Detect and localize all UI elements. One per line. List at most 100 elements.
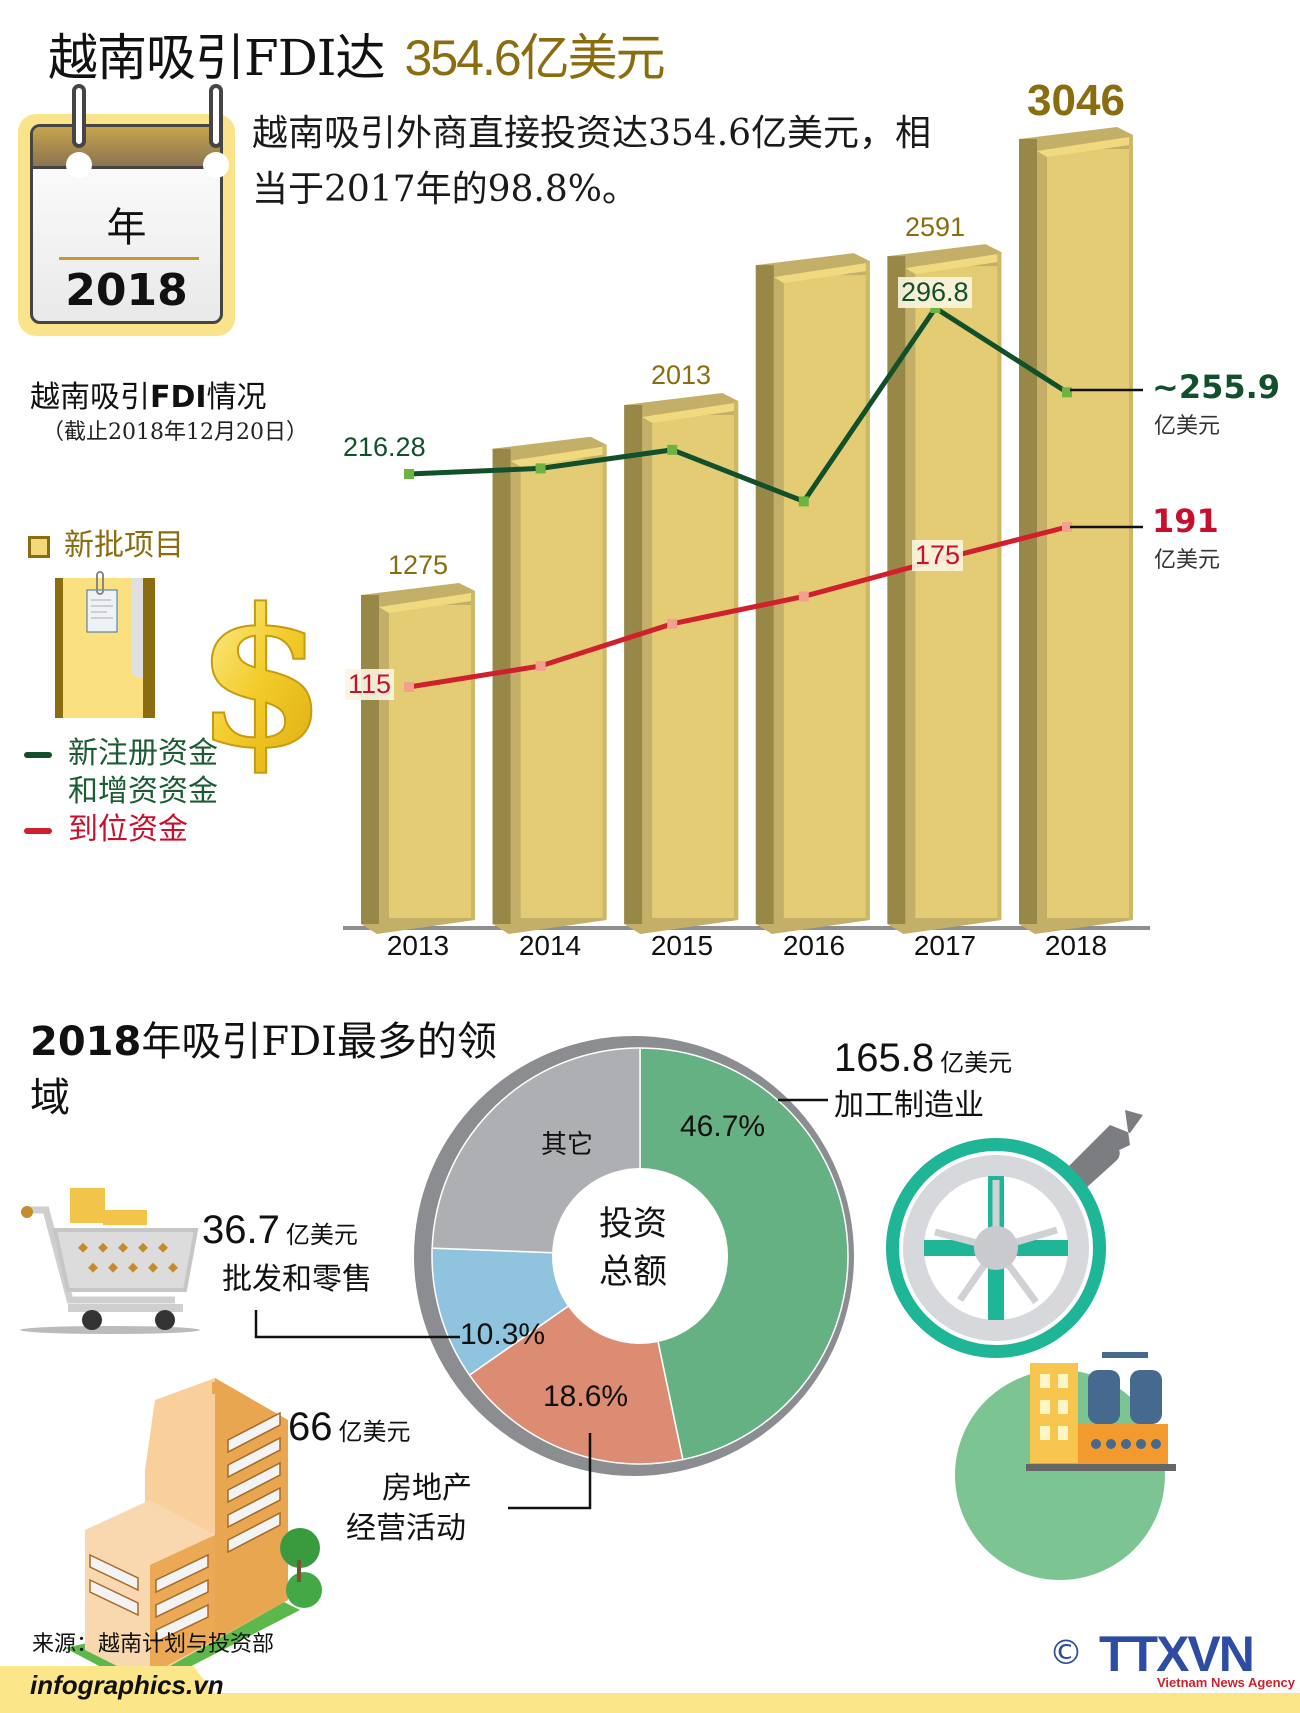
x-tick-2017: 2017 xyxy=(913,930,977,961)
amount-manufacturing: 165.8 亿美元 xyxy=(834,1036,1012,1081)
donut-center-line1: 投资 xyxy=(599,1204,667,1244)
calendar-divider xyxy=(59,257,199,260)
fdi-bar-line-chart xyxy=(343,127,1150,935)
registered-end-unit: 亿美元 xyxy=(1154,414,1221,439)
sectors-title-rest: 年吸引FDI最多的领域 xyxy=(30,1019,497,1121)
bar-2014 xyxy=(492,436,607,934)
bar-2018 xyxy=(1019,127,1133,934)
legend-bar-swatch xyxy=(28,535,50,558)
disbursed-marker-2018 xyxy=(1062,522,1072,532)
site-name: infographics.vn xyxy=(30,1670,224,1700)
x-tick-2014: 2014 xyxy=(518,930,582,961)
pct-real-estate: 18.6% xyxy=(543,1380,629,1413)
disbursed-marker-2015 xyxy=(667,618,678,629)
amount-manufacturing-unit: 亿美元 xyxy=(940,1049,1013,1077)
donut-slices xyxy=(414,1036,854,1476)
bars-group xyxy=(361,127,1133,935)
registered-marker-2018 xyxy=(1062,387,1072,398)
amount-manufacturing-value: 165.8 xyxy=(834,1036,935,1080)
bar-label-2018: 3046 xyxy=(1027,76,1125,125)
pct-manufacturing: 46.7% xyxy=(680,1110,766,1143)
label-other: 其它 xyxy=(541,1130,594,1160)
title-prefix: 越南吸引FDI达 xyxy=(48,29,386,87)
calendar-hole-left xyxy=(66,152,92,178)
amount-retail: 36.7 亿美元 xyxy=(202,1208,358,1253)
amount-retail-value: 36.7 xyxy=(202,1208,280,1252)
label-real-estate-1: 房地产 xyxy=(382,1471,472,1506)
calendar-card: 年 2018 xyxy=(30,124,223,324)
legend-registered-capital: 新注册资金 xyxy=(24,735,218,773)
agency-name: Vietnam News Agency xyxy=(1157,1675,1295,1690)
amount-real-estate-value: 66 xyxy=(288,1405,333,1449)
label-manufacturing: 加工制造业 xyxy=(834,1088,984,1123)
chart-title-prefix: 越南吸引 xyxy=(30,380,150,415)
legend-registered-label-1: 新注册资金 xyxy=(68,736,218,771)
bar-2017 xyxy=(887,244,1002,934)
donut-center-label: 投资 总额 xyxy=(573,1200,693,1296)
registered-marker-2017 xyxy=(930,303,941,313)
amount-real-estate: 66 亿美元 xyxy=(288,1405,411,1450)
disbursed-end-unit: 亿美元 xyxy=(1154,548,1221,573)
legend-new-projects-label: 新批项目 xyxy=(64,528,184,563)
leader-retail xyxy=(254,1310,460,1339)
bar-label-2017: 2591 xyxy=(904,212,966,242)
disbursed-end-value: 191 xyxy=(1152,502,1219,540)
registered-label-2013: 216.28 xyxy=(343,432,426,462)
chart-title-bold: FDI xyxy=(150,380,207,415)
calendar-ring-right xyxy=(209,84,223,148)
label-real-estate-2: 经营活动 xyxy=(346,1511,466,1546)
legend-red-line-icon xyxy=(24,827,52,834)
summary-text: 越南吸引外商直接投资达354.6亿美元，相当于2017年的98.8%。 xyxy=(252,113,932,210)
amount-retail-unit: 亿美元 xyxy=(285,1221,358,1249)
footer-tab xyxy=(0,1666,230,1713)
registered-label-2017: 296.8 xyxy=(898,277,972,308)
bar-2015 xyxy=(624,392,739,935)
svg-text:$: $ xyxy=(196,580,326,780)
footer-band xyxy=(0,1693,1300,1713)
shopping-cart-icon xyxy=(20,1188,200,1334)
donut-slice-manufacturing xyxy=(639,1047,849,1461)
registered-marker-2014 xyxy=(535,463,546,474)
legend-green-line-icon xyxy=(24,751,52,758)
chart-title-suffix: 情况 xyxy=(206,380,267,415)
sectors-title: 2018年吸引FDI最多的领域 xyxy=(30,1014,500,1126)
donut-hole xyxy=(552,1168,728,1344)
amount-real-estate-unit: 亿美元 xyxy=(338,1418,411,1446)
calendar-ring-left xyxy=(72,84,86,148)
calendar-band xyxy=(33,127,220,169)
calendar-year: 2018 xyxy=(65,265,188,316)
folder-icon xyxy=(55,571,155,718)
sectors-title-year: 2018 xyxy=(30,1019,142,1065)
chart-title: 越南吸引FDI情况 xyxy=(30,372,267,416)
copyright-icon: © xyxy=(1049,1633,1083,1673)
bar-2013 xyxy=(361,583,475,934)
manufacturing-gear-icon xyxy=(886,1110,1176,1580)
bar-label-2013: 1275 xyxy=(387,550,449,580)
disbursed-label-2013: 115 xyxy=(345,669,395,700)
calendar-hole-right xyxy=(203,152,229,178)
donut-center-line2: 总额 xyxy=(599,1252,667,1292)
calendar-label: 年 xyxy=(106,205,147,251)
registered-capital-line xyxy=(408,304,1069,505)
legend-disbursed-label: 到位资金 xyxy=(68,812,188,847)
x-tick-2015: 2015 xyxy=(650,930,714,961)
pct-retail: 10.3% xyxy=(460,1318,546,1351)
chart-subtitle: （截止2018年12月20日） xyxy=(42,420,308,445)
registered-end-value: ~255.9 xyxy=(1152,368,1281,406)
disbursed-marker-2013 xyxy=(404,682,414,692)
page-title: 越南吸引FDI达 354.6亿美元 xyxy=(48,18,666,90)
label-retail: 批发和零售 xyxy=(222,1262,372,1297)
disbursed-marker-2016 xyxy=(798,591,809,602)
building-icon xyxy=(65,1378,322,1690)
ttxvn-logo: TTXVN xyxy=(1099,1626,1255,1682)
disbursed-label-2017: 175 xyxy=(912,540,964,571)
legend-disbursed-capital: 到位资金 xyxy=(24,811,188,849)
x-tick-2013: 2013 xyxy=(386,930,450,961)
registered-marker-2013 xyxy=(404,469,414,479)
registered-marker-2015 xyxy=(667,444,678,455)
x-tick-2018: 2018 xyxy=(1044,930,1108,961)
legend-registered-capital-line2: 和增资资金 xyxy=(68,774,218,809)
calendar-icon: 年 2018 xyxy=(18,84,235,336)
sector-donut-chart xyxy=(20,1036,1176,1690)
bar-label-2015: 2013 xyxy=(650,360,712,390)
